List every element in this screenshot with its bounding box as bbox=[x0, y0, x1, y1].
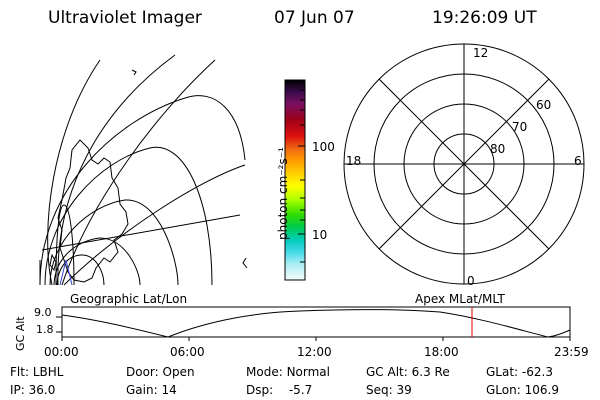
timeline-x-tick: 23:59 bbox=[554, 345, 589, 359]
timeline-x-tick: 06:00 bbox=[170, 345, 205, 359]
glon-info: GLon: 106.9 bbox=[486, 383, 559, 397]
meridian-line bbox=[63, 164, 246, 286]
timeline-x-tick: 12:00 bbox=[297, 345, 332, 359]
polar-lat-label-70: 70 bbox=[512, 120, 528, 134]
glat-info: GLat: -62.3 bbox=[486, 365, 553, 379]
instrument-title: Ultraviolet Imager bbox=[48, 8, 202, 28]
gcalt-label: GC Alt: bbox=[366, 365, 408, 379]
polar-label-18: 18 bbox=[346, 154, 362, 168]
time-label: 19:26:09 UT bbox=[432, 8, 537, 28]
gcalt-value: 6.3 Re bbox=[411, 365, 450, 379]
gain-info: Gain: 14 bbox=[126, 383, 177, 397]
dsp-info: Dsp: -5.7 bbox=[246, 383, 312, 397]
gcalt-info: GC Alt: 6.3 Re bbox=[366, 365, 450, 379]
satellite-track bbox=[59, 259, 73, 286]
dsp-value: -5.7 bbox=[288, 383, 313, 397]
polar-lat-label-80: 80 bbox=[490, 142, 506, 156]
geographic-label: Geographic Lat/Lon bbox=[70, 292, 188, 306]
polar-label-6: 6 bbox=[574, 154, 582, 168]
dsp-label: Dsp: bbox=[246, 383, 274, 397]
glat-value: -62.3 bbox=[521, 365, 553, 379]
mode-value: Normal bbox=[286, 365, 330, 379]
timeline-frame bbox=[61, 306, 571, 338]
mode-info: Mode: Normal bbox=[246, 365, 330, 379]
door-value: Open bbox=[162, 365, 195, 379]
timeline-x-tick: 00:00 bbox=[44, 345, 79, 359]
coastline bbox=[242, 257, 248, 269]
timeline-y-bottom: 1.8 bbox=[36, 323, 54, 336]
mode-label: Mode: bbox=[246, 365, 283, 379]
glon-label: GLon: bbox=[486, 383, 521, 397]
meridian-line bbox=[57, 54, 176, 286]
meridian-line bbox=[47, 59, 101, 286]
colorbar-tick-label-100: 100 bbox=[312, 140, 335, 154]
coastline bbox=[49, 253, 57, 272]
polar-label-0: 0 bbox=[467, 274, 475, 288]
latitude-line bbox=[53, 237, 141, 286]
timeline-x-tick: 18:00 bbox=[424, 345, 459, 359]
meridian-line bbox=[61, 59, 216, 286]
seq-value: 39 bbox=[396, 383, 412, 397]
glon-value: 106.9 bbox=[524, 383, 559, 397]
polar-axis-diagonal bbox=[378, 78, 550, 250]
apex-label: Apex MLat/MLT bbox=[415, 292, 505, 306]
door-label: Door: bbox=[126, 365, 159, 379]
ip-value: 36.0 bbox=[28, 383, 56, 397]
latitude-line bbox=[39, 95, 246, 286]
filter-label: Flt: bbox=[10, 365, 29, 379]
ip-label: IP: bbox=[10, 383, 25, 397]
seq-info: Seq: 39 bbox=[366, 383, 412, 397]
gain-label: Gain: bbox=[126, 383, 158, 397]
filter-value: LBHL bbox=[32, 365, 64, 379]
ip-info: IP: 36.0 bbox=[10, 383, 55, 397]
date-label: 07 Jun 07 bbox=[274, 8, 355, 28]
latitude-line bbox=[56, 254, 105, 286]
latitude-line bbox=[41, 214, 241, 251]
polar-lat-label-60: 60 bbox=[536, 98, 552, 112]
filter-info: Flt: LBHL bbox=[10, 365, 63, 379]
glat-label: GLat: bbox=[486, 365, 519, 379]
seq-label: Seq: bbox=[366, 383, 393, 397]
colorbar-tick-label-10: 10 bbox=[312, 228, 328, 242]
altitude-curve bbox=[61, 309, 571, 338]
door-info: Door: Open bbox=[126, 365, 195, 379]
coastline bbox=[131, 69, 137, 76]
polar-label-12: 12 bbox=[473, 46, 489, 60]
coastline bbox=[57, 139, 129, 283]
timeline-y-top: 9.0 bbox=[34, 306, 52, 319]
latitude-line bbox=[55, 204, 75, 286]
gain-value: 14 bbox=[161, 383, 177, 397]
